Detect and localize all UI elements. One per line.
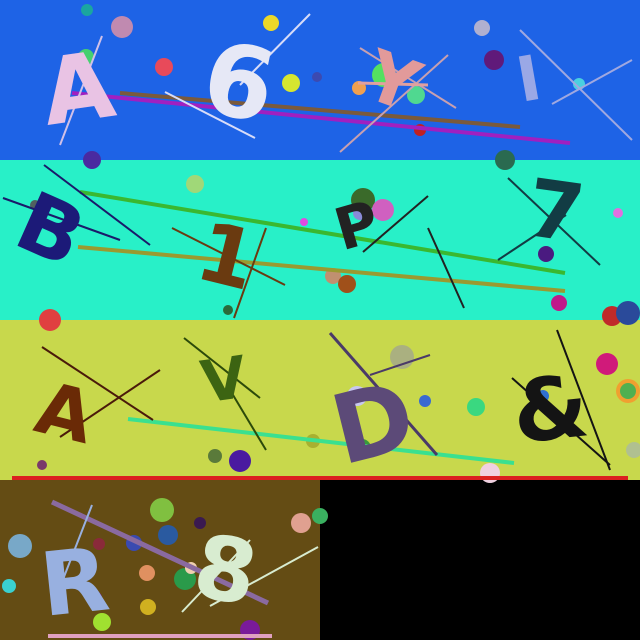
row-4-noise [2,498,328,640]
captcha-char-row4-1: R [36,527,114,637]
row-2-background [0,160,640,320]
captcha-char-row1-1: A [35,31,120,147]
empty-black-area [320,480,640,640]
captcha-char-row3-2: V [197,343,251,417]
captcha-char-row2-4: 7 [522,161,590,261]
row-2-noise [2,164,640,331]
row-3-background [0,320,640,480]
captcha-char-row3-4: & [508,356,593,463]
red-divider-line [12,476,628,480]
row-1-noise [59,4,633,170]
row-3-noise [37,329,640,483]
